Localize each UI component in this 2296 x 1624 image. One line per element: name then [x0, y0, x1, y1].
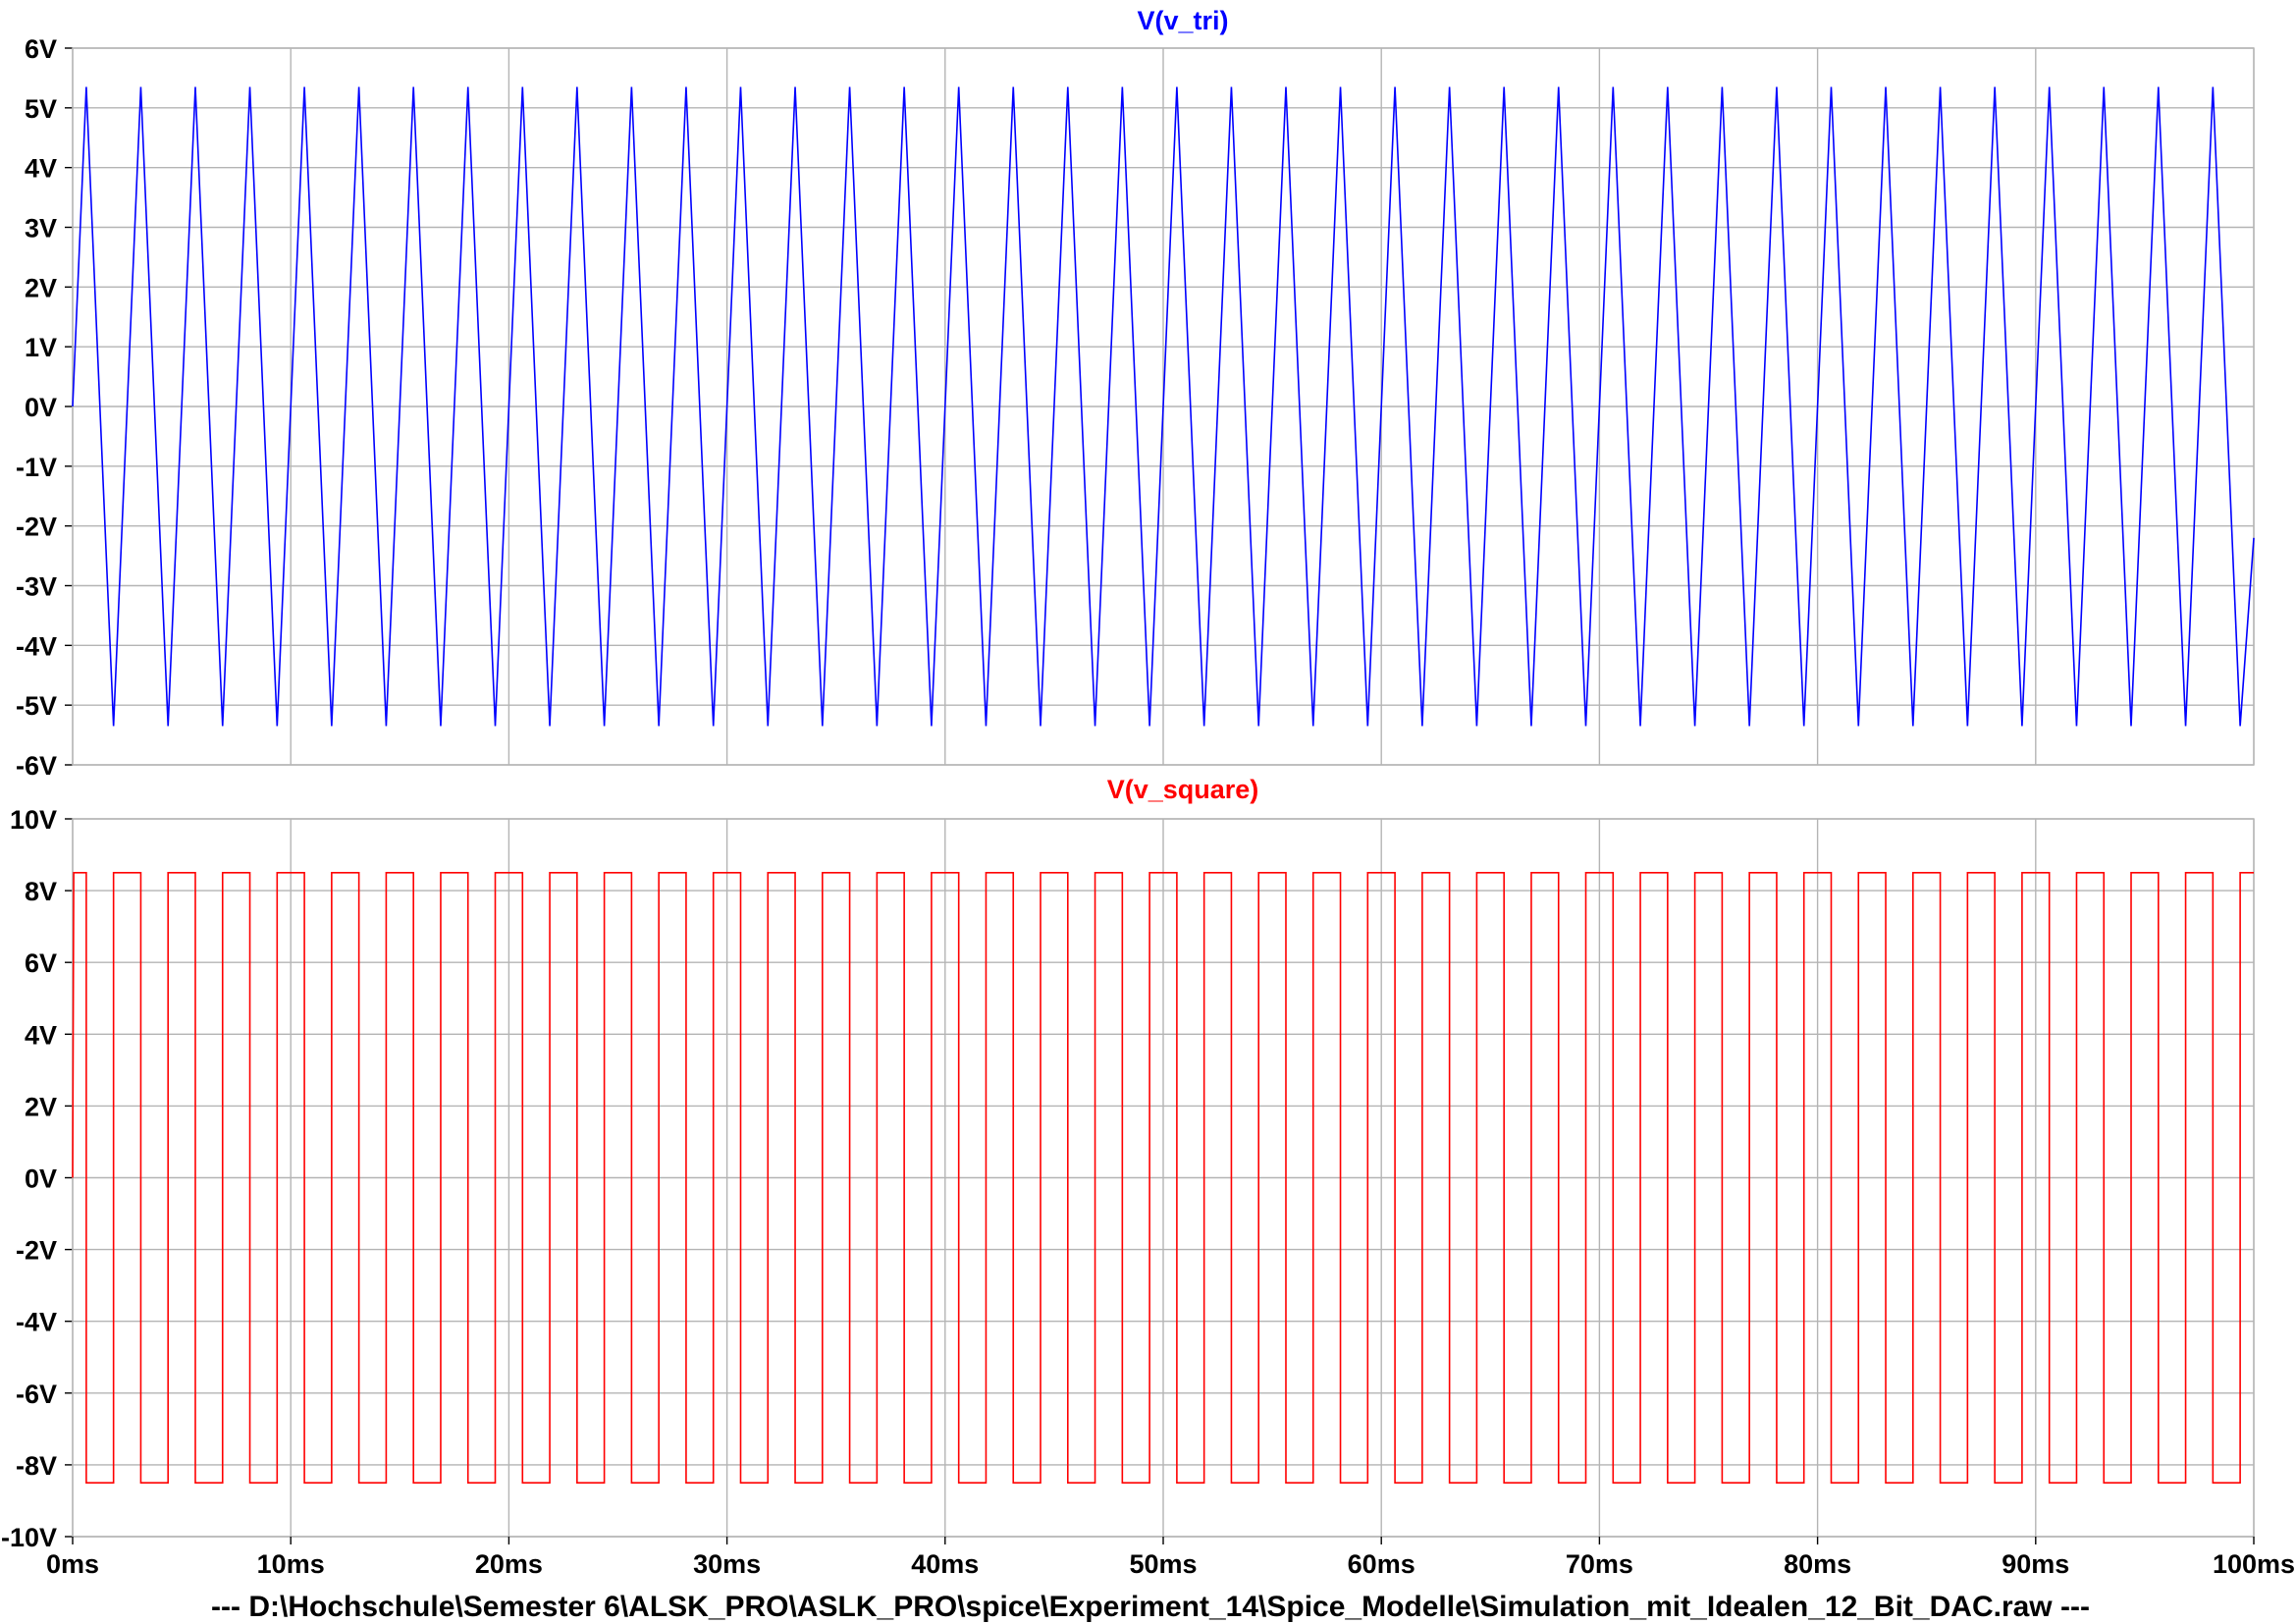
y-tick-label: 10V [10, 805, 57, 835]
y-tick-label: -4V [16, 1308, 57, 1337]
x-tick-label: 20ms [475, 1549, 543, 1579]
x-tick-label: 0ms [46, 1549, 99, 1579]
y-tick-label: 4V [25, 1020, 57, 1050]
y-tick-label: -8V [16, 1451, 57, 1481]
x-tick-label: 90ms [2002, 1549, 2069, 1579]
y-tick-label: 6V [25, 948, 57, 978]
y-tick-label: 0V [25, 393, 57, 422]
pane-title: V(v_tri) [1137, 6, 1228, 35]
pane-title: V(v_square) [1107, 775, 1259, 804]
x-tick-label: 50ms [1129, 1549, 1197, 1579]
y-tick-label: 4V [25, 154, 57, 184]
series-line-Vv_tri [72, 86, 2255, 727]
y-tick-label: -5V [16, 691, 57, 721]
x-tick-label: 60ms [1348, 1549, 1415, 1579]
y-tick-label: 8V [25, 877, 57, 906]
y-tick-label: -3V [16, 572, 57, 602]
y-tick-label: -6V [16, 751, 57, 781]
x-tick-label: 40ms [911, 1549, 979, 1579]
y-tick-label: -6V [16, 1380, 57, 1409]
y-tick-label: 2V [25, 1092, 57, 1121]
pane-v-square: 10V 8V 6V 4V 2V 0V -2V -4V -6V -8V -10V V(v_square)… [1, 775, 2295, 1579]
y-tick-label: 3V [25, 214, 57, 244]
y-tick-label: -4V [16, 631, 57, 661]
y-tick-label: -1V [16, 453, 57, 482]
x-tick-label: 70ms [1566, 1549, 1633, 1579]
raw-file-path: --- D:\Hochschule\Semester 6\ALSK_PRO\AS… [211, 1591, 2090, 1623]
y-tick-label: 6V [25, 34, 57, 64]
y-tick-label: 0V [25, 1164, 57, 1194]
y-tick-label: 1V [25, 333, 57, 362]
y-tick-label: -10V [1, 1523, 57, 1552]
x-tick-label: 80ms [1784, 1549, 1851, 1579]
x-tick-label: 100ms [2213, 1549, 2295, 1579]
x-tick-label: 30ms [693, 1549, 761, 1579]
y-tick-label: -2V [16, 513, 57, 542]
y-tick-label: -2V [16, 1236, 57, 1266]
x-tick-label: 10ms [257, 1549, 325, 1579]
y-tick-label: 2V [25, 273, 57, 302]
series-line-Vv_square [72, 872, 2254, 1484]
pane-v-tri: 6V 5V 4V 3V 2V 1V 0V -1V -2V -3V -4V -5V -6V V(v_tri) [16, 6, 2255, 781]
y-tick-label: 5V [25, 94, 57, 124]
